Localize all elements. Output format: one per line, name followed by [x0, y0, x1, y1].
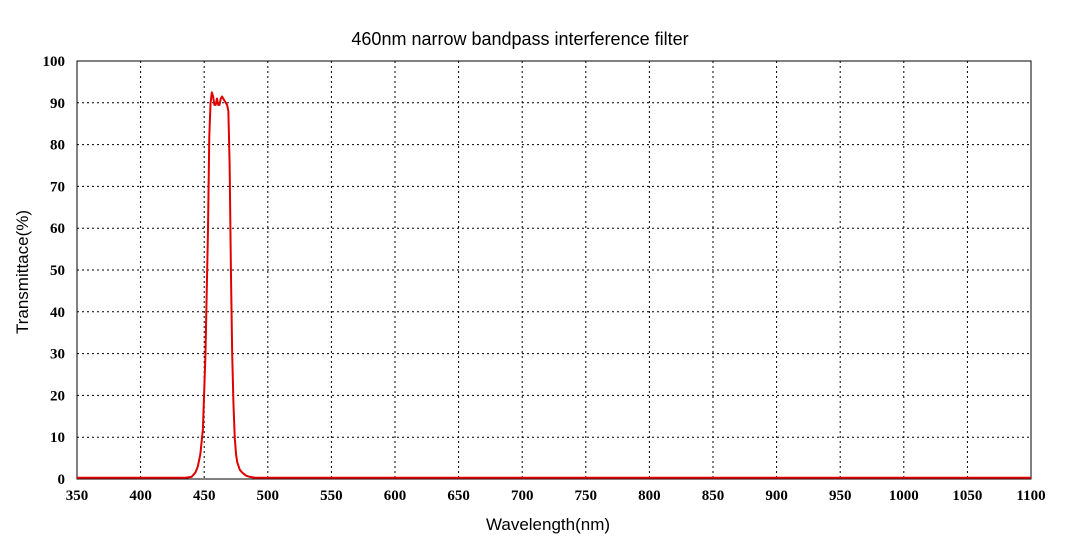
x-axis-label: Wavelength(nm) — [486, 515, 610, 534]
plot-frame — [76, 60, 1032, 480]
y-tick-label: 10 — [50, 430, 65, 446]
y-tick-label: 20 — [50, 388, 65, 404]
x-tick-label: 500 — [257, 488, 280, 504]
x-tick-label: 550 — [320, 488, 343, 504]
x-tick-label: 1000 — [889, 488, 919, 504]
y-tick-label: 60 — [50, 221, 65, 237]
y-tick-label: 70 — [50, 179, 65, 195]
x-tick-label: 800 — [638, 488, 661, 504]
x-axis-ticks: 350 400 450 500 550 600 650 700 750 800 850 900 950 1… — [66, 488, 1046, 504]
x-tick-label: 400 — [129, 488, 152, 504]
x-tick-label: 850 — [702, 488, 725, 504]
y-tick-label: 0 — [58, 472, 66, 488]
grid-lines — [77, 61, 1031, 479]
y-tick-label: 50 — [50, 263, 65, 279]
x-tick-label: 350 — [66, 488, 89, 504]
x-tick-label: 900 — [765, 488, 788, 504]
y-axis-ticks: 0 10 20 30 40 50 60 70 80 90 100 — [43, 54, 66, 488]
x-tick-label: 1050 — [952, 488, 982, 504]
y-tick-label: 90 — [50, 96, 65, 112]
y-tick-label: 40 — [50, 305, 65, 321]
y-axis-label: Transmittace(%) — [13, 210, 32, 334]
x-tick-label: 600 — [384, 488, 407, 504]
chart-title: 460nm narrow bandpass interference filte… — [351, 29, 688, 49]
transmittance-series-line — [77, 91, 1031, 479]
x-tick-label: 750 — [575, 488, 598, 504]
y-tick-label: 80 — [50, 138, 65, 154]
x-tick-label: 650 — [447, 488, 470, 504]
y-tick-label: 30 — [50, 347, 65, 363]
x-tick-label: 700 — [511, 488, 534, 504]
x-tick-label: 450 — [193, 488, 216, 504]
x-tick-label: 950 — [829, 488, 852, 504]
y-tick-label: 100 — [43, 54, 66, 70]
x-tick-label: 1100 — [1016, 488, 1045, 504]
